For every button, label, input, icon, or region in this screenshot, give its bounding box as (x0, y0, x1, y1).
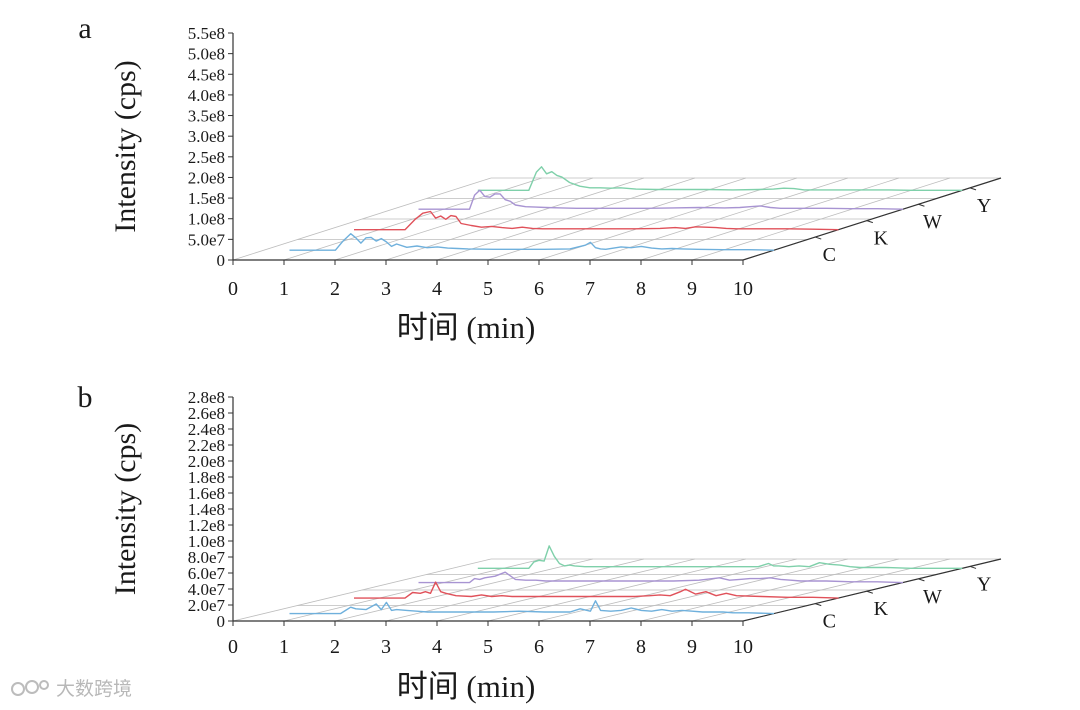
x-tick-label-2: 2 (330, 278, 340, 300)
x-tick-label-2: 2 (330, 636, 340, 658)
depth-tick-K (866, 590, 873, 594)
y-tick-label-11: 2.2e8 (188, 436, 225, 455)
depth-label-Y: Y (977, 195, 991, 217)
depth-tick-C (815, 236, 822, 240)
series-line-C (289, 600, 775, 615)
watermark: 大数跨境 (10, 674, 132, 701)
y-tick-label-13: 2.6e8 (188, 404, 225, 423)
y-tick-label-0: 0 (217, 251, 226, 270)
panel-label-b: b (78, 381, 93, 414)
x-axis-label: 时间 (min) (397, 310, 536, 345)
y-tick-label-0: 0 (217, 612, 226, 631)
x-tick-label-10: 10 (733, 636, 753, 658)
y-tick-label-9: 4.5e8 (188, 65, 225, 84)
x-tick-label-9: 9 (687, 636, 697, 658)
series-line-Y (477, 166, 963, 191)
x-tick-label-3: 3 (381, 278, 391, 300)
y-tick-label-3: 6.0e7 (188, 564, 226, 583)
depth-label-C: C (823, 611, 836, 633)
x-tick-label-8: 8 (636, 278, 646, 300)
y-tick-label-1: 2.0e7 (188, 596, 226, 615)
watermark-text: 大数跨境 (56, 678, 133, 700)
y-tick-label-7: 3.5e8 (188, 107, 225, 126)
y-tick-label-8: 1.6e8 (188, 484, 225, 503)
y-tick-label-10: 2.0e8 (188, 452, 225, 471)
y-tick-label-6: 3.0e8 (188, 127, 225, 146)
y-tick-label-7: 1.4e8 (188, 500, 225, 519)
y-tick-label-3: 1.5e8 (188, 189, 225, 208)
series-line-W (418, 571, 904, 584)
panel-label-a: a (78, 12, 91, 45)
depth-label-K: K (874, 228, 889, 250)
y-tick-label-9: 1.8e8 (188, 468, 225, 487)
depth-label-W: W (923, 211, 942, 233)
depth-axis (742, 177, 1002, 261)
y-tick-label-10: 5.0e8 (188, 45, 225, 64)
watermark-logo-icon (11, 679, 49, 696)
depth-tick-Y (969, 187, 977, 191)
depth-label-K: K (874, 598, 889, 620)
x-tick-label-8: 8 (636, 636, 646, 658)
depth-tick-W (918, 578, 925, 582)
x-tick-label-0: 0 (228, 636, 238, 658)
depth-tick-Y (969, 565, 977, 569)
x-tick-label-4: 4 (432, 278, 442, 300)
x-tick-label-7: 7 (585, 636, 595, 658)
y-tick-label-8: 4.0e8 (188, 86, 225, 105)
depth-label-Y: Y (977, 573, 991, 595)
x-axis-label: 时间 (min) (397, 669, 536, 704)
x-tick-label-7: 7 (585, 278, 595, 300)
y-tick-label-4: 2.0e8 (188, 168, 225, 187)
x-tick-label-0: 0 (228, 278, 238, 300)
y-tick-label-6: 1.2e8 (188, 516, 225, 535)
y-axis-label: Intensity (cps) (109, 60, 142, 232)
x-tick-label-10: 10 (733, 278, 753, 300)
y-tick-label-2: 4.0e7 (188, 580, 226, 599)
x-tick-label-6: 6 (534, 636, 544, 658)
x-tick-label-3: 3 (381, 636, 391, 658)
series-line-W (418, 189, 904, 210)
x-tick-label-4: 4 (432, 636, 442, 658)
y-tick-label-11: 5.5e8 (188, 24, 225, 43)
y-axis-label: Intensity (cps) (109, 423, 142, 595)
x-tick-label-1: 1 (279, 278, 289, 300)
series-line-Y (477, 545, 963, 569)
depth-axis (742, 558, 1002, 622)
y-tick-label-4: 8.0e7 (188, 548, 226, 567)
depth-tick-C (815, 603, 822, 607)
series-line-K (354, 581, 839, 599)
x-tick-label-6: 6 (534, 278, 544, 300)
depth-tick-W (918, 203, 925, 207)
y-tick-label-5: 1.0e8 (188, 532, 225, 551)
y-tick-label-14: 2.8e8 (188, 388, 225, 407)
x-tick-label-5: 5 (483, 278, 493, 300)
y-tick-label-2: 1.0e8 (188, 210, 225, 229)
y-tick-label-5: 2.5e8 (188, 148, 225, 167)
y-tick-label-12: 2.4e8 (188, 420, 225, 439)
depth-label-C: C (823, 244, 836, 266)
depth-tick-K (866, 220, 873, 224)
series-line-K (354, 210, 839, 231)
x-tick-label-5: 5 (483, 636, 493, 658)
x-tick-label-9: 9 (687, 278, 697, 300)
depth-label-W: W (923, 586, 942, 608)
y-tick-label-1: 5.0e7 (188, 230, 226, 249)
series-line-C (289, 233, 775, 251)
x-tick-label-1: 1 (279, 636, 289, 658)
